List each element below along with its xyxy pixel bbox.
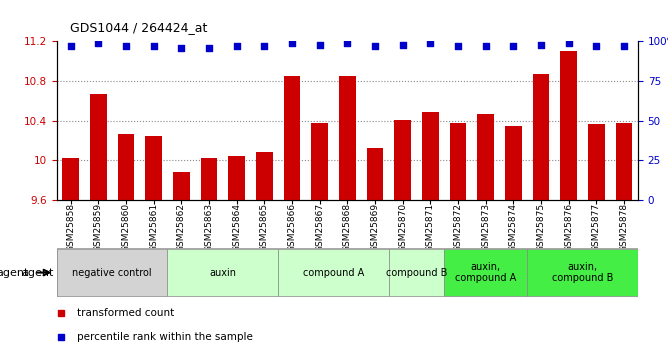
Text: GSM25858: GSM25858 xyxy=(66,203,75,252)
Bar xyxy=(311,123,328,200)
Text: transformed count: transformed count xyxy=(77,308,174,318)
Bar xyxy=(533,74,549,200)
Point xyxy=(65,43,76,49)
Point xyxy=(480,43,491,49)
Text: GSM25865: GSM25865 xyxy=(260,203,269,252)
Bar xyxy=(394,120,411,200)
Bar xyxy=(146,136,162,200)
Point xyxy=(536,42,546,47)
Text: GSM25871: GSM25871 xyxy=(426,203,435,252)
Text: GSM25862: GSM25862 xyxy=(177,203,186,252)
Point xyxy=(591,43,602,49)
Point xyxy=(204,45,214,50)
Point xyxy=(425,40,436,46)
Bar xyxy=(57,249,168,296)
Text: GSM25873: GSM25873 xyxy=(481,203,490,252)
Bar xyxy=(278,249,389,296)
Point xyxy=(176,45,186,50)
Point xyxy=(315,42,325,47)
Bar xyxy=(284,76,301,200)
Point xyxy=(397,42,408,47)
Bar xyxy=(228,157,245,200)
Bar xyxy=(560,51,577,200)
Text: agent: agent xyxy=(0,268,29,277)
Point xyxy=(148,43,159,49)
Text: GSM25868: GSM25868 xyxy=(343,203,352,252)
Bar xyxy=(422,112,439,200)
Point xyxy=(93,40,104,46)
Bar xyxy=(367,148,383,200)
Text: GSM25874: GSM25874 xyxy=(509,203,518,252)
Bar xyxy=(118,134,134,200)
Bar xyxy=(200,158,217,200)
Point xyxy=(342,40,353,46)
Bar xyxy=(339,76,355,200)
Text: GDS1044 / 264424_at: GDS1044 / 264424_at xyxy=(70,21,208,34)
Point xyxy=(259,43,270,49)
Text: GSM25863: GSM25863 xyxy=(204,203,214,252)
Text: GSM25864: GSM25864 xyxy=(232,203,241,252)
Bar xyxy=(450,123,466,200)
Text: auxin,
compound A: auxin, compound A xyxy=(455,262,516,283)
Text: negative control: negative control xyxy=(72,268,152,277)
Text: GSM25870: GSM25870 xyxy=(398,203,407,252)
Point xyxy=(231,43,242,49)
Text: auxin,
compound B: auxin, compound B xyxy=(552,262,613,283)
Text: compound B: compound B xyxy=(386,268,448,277)
Bar xyxy=(527,249,638,296)
Bar xyxy=(168,249,278,296)
Text: GSM25861: GSM25861 xyxy=(149,203,158,252)
Bar xyxy=(173,172,190,200)
Text: GSM25877: GSM25877 xyxy=(592,203,601,252)
Text: GSM25860: GSM25860 xyxy=(122,203,130,252)
Point xyxy=(121,43,132,49)
Bar xyxy=(389,249,444,296)
Point xyxy=(508,43,519,49)
Text: percentile rank within the sample: percentile rank within the sample xyxy=(77,332,253,342)
Text: GSM25859: GSM25859 xyxy=(94,203,103,252)
Text: agent: agent xyxy=(21,268,53,277)
Bar xyxy=(588,124,605,200)
Text: auxin: auxin xyxy=(209,268,236,277)
Bar xyxy=(90,94,107,200)
Text: GSM25866: GSM25866 xyxy=(287,203,297,252)
Point xyxy=(563,40,574,46)
Bar xyxy=(478,114,494,200)
Text: GSM25867: GSM25867 xyxy=(315,203,324,252)
Point xyxy=(453,43,464,49)
Bar xyxy=(256,152,273,200)
Point xyxy=(619,43,629,49)
Point xyxy=(369,43,380,49)
Point xyxy=(287,40,297,46)
Bar xyxy=(616,123,633,200)
Text: compound A: compound A xyxy=(303,268,364,277)
Text: GSM25876: GSM25876 xyxy=(564,203,573,252)
Bar xyxy=(444,249,527,296)
Bar xyxy=(62,158,79,200)
Text: GSM25878: GSM25878 xyxy=(620,203,629,252)
Text: GSM25875: GSM25875 xyxy=(536,203,546,252)
Text: GSM25869: GSM25869 xyxy=(371,203,379,252)
Bar xyxy=(505,126,522,200)
Text: GSM25872: GSM25872 xyxy=(454,203,462,252)
